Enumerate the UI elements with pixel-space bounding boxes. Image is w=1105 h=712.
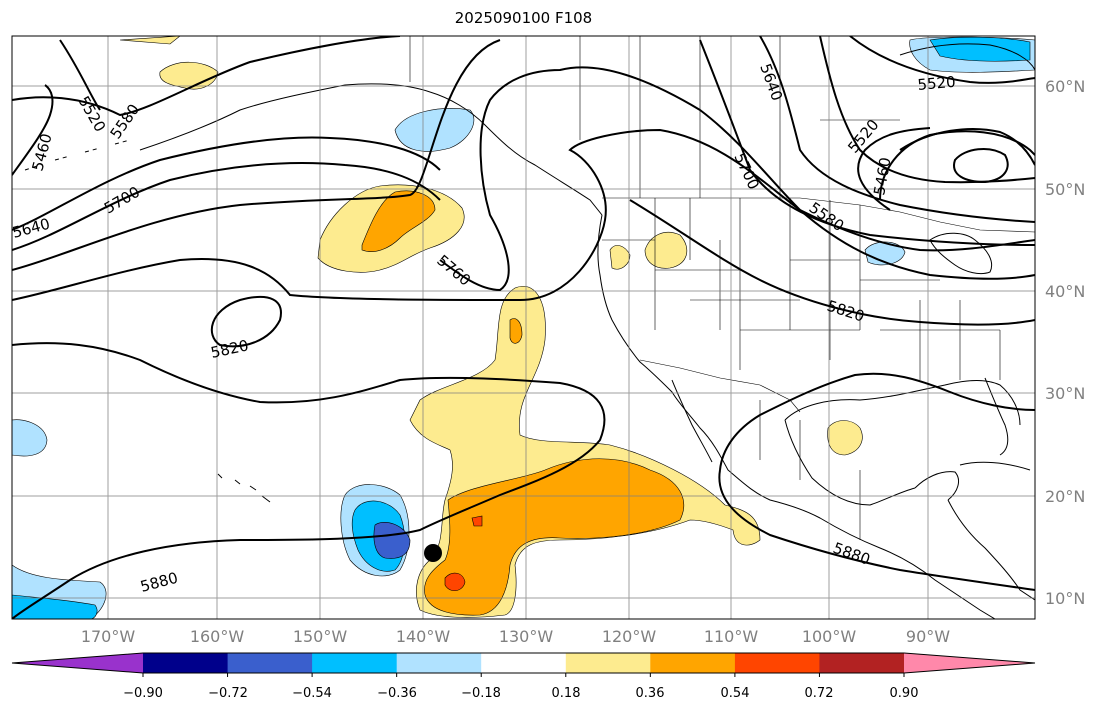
colorbar-segment (481, 653, 567, 673)
map-title: 2025090100 F108 (454, 9, 593, 27)
coast-west-na (597, 214, 996, 619)
colorbar (11, 652, 1036, 677)
border-states-1 (654, 198, 861, 370)
coast-hudson (899, 43, 1035, 71)
colorbar-tick-label: −0.54 (292, 686, 332, 701)
contour-5820-east (629, 199, 1035, 326)
positive-region-gulf (827, 420, 863, 456)
lat-tick-labels: 10°N 20°N 30°N 40°N 50°N 60°N (1045, 77, 1085, 608)
positive-region-topleft (119, 36, 181, 45)
colorbar-tick-label: −0.18 (461, 686, 501, 701)
coast-great-lakes (929, 232, 993, 275)
map-frame (11, 35, 1036, 620)
colorbar-tick-label: −0.36 (377, 686, 417, 701)
contour-5580-west (12, 36, 401, 117)
lon-label: 160°W (190, 627, 245, 646)
contour-5820-low (210, 295, 282, 348)
lat-label: 20°N (1045, 487, 1085, 506)
contour-5640-east (759, 36, 1035, 223)
contour-5700-east (699, 39, 1035, 246)
lon-label: 90°W (906, 627, 950, 646)
contour-5460-west (12, 84, 54, 176)
lon-label: 110°W (704, 627, 759, 646)
lon-label: 100°W (802, 627, 857, 646)
contour-label: 5520 (917, 73, 957, 94)
contour-ring-east (879, 130, 1035, 201)
contour-5820-main (12, 128, 1035, 302)
coast-alaska (139, 83, 603, 216)
storm-position-dot (424, 544, 442, 562)
gridlines (12, 36, 1035, 619)
colorbar-segment (143, 653, 229, 673)
colorbar-segment (396, 653, 482, 673)
colorbar-tick-label: −0.90 (123, 686, 163, 701)
colorbar-segment (227, 653, 313, 673)
lat-label: 30°N (1045, 384, 1085, 403)
height-contours (12, 36, 1035, 619)
contour-5760 (12, 39, 1035, 292)
contour-5520-east (849, 36, 1035, 84)
lon-label: 120°W (602, 627, 657, 646)
negative-region-gulf-ak (394, 108, 475, 152)
coast-central-america (947, 499, 1035, 601)
colorbar-tick-label: 0.54 (721, 686, 750, 701)
lon-tick-labels: 170°W 160°W 150°W 140°W 130°W 120°W 110°… (81, 627, 950, 646)
contour-5640-west (12, 136, 441, 231)
orange-region-north (361, 190, 436, 252)
colorbar-tick-label: 0.90 (890, 686, 919, 701)
colorbar-segment (312, 653, 398, 673)
lat-label: 50°N (1045, 180, 1085, 199)
contour-low-center (953, 148, 1009, 184)
contour-5880-loop (12, 342, 606, 619)
border-canada-provinces (579, 36, 900, 198)
coast-cuba (959, 461, 1031, 471)
contour-5880-south (718, 469, 1035, 591)
coast-florida (984, 377, 1009, 456)
colorbar-tick-label: 0.36 (636, 686, 665, 701)
contour-5880-east (719, 372, 1035, 471)
lon-label: 130°W (499, 627, 554, 646)
colorbar-segment (650, 653, 736, 673)
coastlines (24, 43, 1035, 619)
positive-region-ca (609, 245, 631, 270)
colorbar-tick-label: −0.72 (208, 686, 248, 701)
border-us-mexico (639, 359, 801, 413)
border-mexico-states (759, 400, 861, 540)
colorbar-labels: −0.90 −0.72 −0.54 −0.36 −0.18 0.18 0.36 … (123, 686, 918, 701)
lon-label: 170°W (81, 627, 136, 646)
red-patch-1 (444, 572, 466, 591)
colorbar-segment (819, 653, 905, 673)
lat-label: 60°N (1045, 77, 1085, 96)
orange-patch-small (509, 318, 523, 344)
negative-region-west-edge (12, 419, 48, 457)
colorbar-segment (734, 653, 820, 673)
negative-region-hudson-core (929, 36, 1031, 62)
lat-label: 40°N (1045, 282, 1085, 301)
colorbar-extension-low (12, 653, 143, 673)
lon-label: 140°W (396, 627, 451, 646)
lat-label: 10°N (1045, 589, 1085, 608)
colorbar-tick-label: 0.72 (805, 686, 834, 701)
coast-hawaii (217, 473, 271, 503)
colorbar-tick-label: 0.18 (552, 686, 581, 701)
red-patch-2 (471, 515, 483, 527)
colorbar-segment (565, 653, 651, 673)
negative-region-hawaii-center (373, 521, 411, 559)
colorbar-extension-high (904, 653, 1035, 673)
coast-yucatan (914, 471, 959, 501)
border-us-canada (602, 197, 1035, 233)
contour-5700-west (12, 162, 441, 251)
positive-region-idaho (644, 231, 688, 269)
lon-label: 150°W (293, 627, 348, 646)
